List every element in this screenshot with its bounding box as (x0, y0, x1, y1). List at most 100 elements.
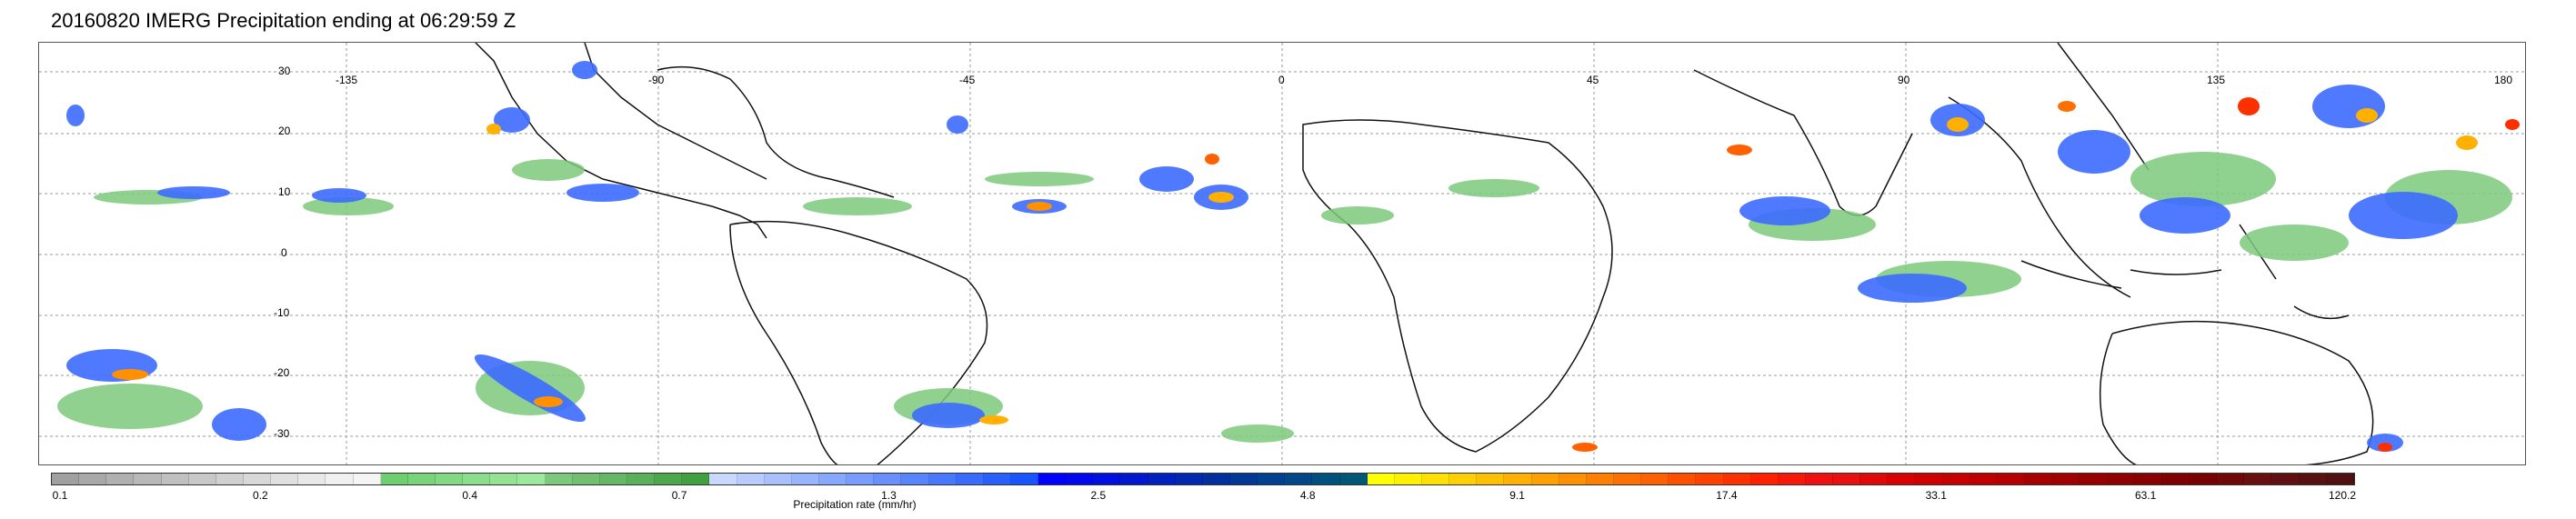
colorbar-segment (1230, 474, 1258, 484)
coastline-gulf (657, 65, 895, 198)
colorbar-segment (2134, 474, 2162, 484)
colorbar-segment (52, 474, 80, 484)
precip-light (57, 152, 2512, 443)
colorbar-segment (655, 474, 683, 484)
colorbar-segment (956, 474, 984, 484)
colorbar-segment (326, 474, 354, 484)
colorbar-tick-label: 9.1 (1509, 489, 1525, 502)
colorbar-segment (1312, 474, 1340, 484)
colorbar (51, 473, 2355, 485)
colorbar-segment (380, 474, 408, 484)
colorbar-segment (1504, 474, 1532, 484)
colorbar-segment (2271, 474, 2300, 484)
colorbar-segment (764, 474, 792, 484)
colorbar-segment (2107, 474, 2135, 484)
colorbar-segment (1120, 474, 1148, 484)
colorbar-segment (1669, 474, 1697, 484)
colorbar-tick-label: 17.4 (1716, 489, 1738, 502)
colorbar-tick-label: 4.8 (1299, 489, 1316, 502)
colorbar-segment (1833, 474, 1861, 484)
colorbar-tick-label: 0.4 (462, 489, 478, 502)
colorbar-segment (1422, 474, 1450, 484)
lat-label-30: 30 (278, 65, 291, 77)
colorbar-segment (298, 474, 326, 484)
colorbar-segment (1175, 474, 1203, 484)
colorbar-segment (1258, 474, 1286, 484)
colorbar-segment (1449, 474, 1478, 484)
colorbar-segment (2052, 474, 2080, 484)
colorbar-tick-label: 120.2 (2328, 489, 2357, 502)
colorbar-segment (1339, 474, 1368, 484)
colorbar-segment (1723, 474, 1751, 484)
colorbar-segment (928, 474, 957, 484)
lat-label-minus-30: -30 (274, 427, 290, 440)
lat-label-minus-20: -20 (274, 366, 290, 379)
colorbar-segment (572, 474, 600, 484)
colorbar-segment (1394, 474, 1423, 484)
colorbar-segment (1586, 474, 1615, 484)
colorbar-segment (2161, 474, 2190, 484)
colorbar-segment (791, 474, 819, 484)
colorbar-segment (1477, 474, 1505, 484)
colorbar-segment (134, 474, 162, 484)
lon-label-90: 90 (1898, 74, 1910, 86)
colorbar-segment (874, 474, 902, 484)
colorbar-segment (1888, 474, 1916, 484)
colorbar-segment (1202, 474, 1231, 484)
colorbar-segment (353, 474, 381, 484)
colorbar-segment (2080, 474, 2108, 484)
colorbar-title: Precipitation rate (mm/hr) (793, 498, 917, 511)
coastline-australia (2099, 320, 2374, 464)
colorbar-segment (1806, 474, 1834, 484)
lat-label-20: 20 (278, 125, 291, 137)
colorbar-segment (271, 474, 299, 484)
lon-label-135: 135 (2207, 74, 2226, 86)
lon-label-180: 180 (2494, 74, 2513, 86)
colorbar-tick-label: 0.1 (52, 489, 68, 502)
colorbar-segment (2025, 474, 2053, 484)
colorbar-segment (2217, 474, 2245, 484)
colorbar-segment (2299, 474, 2327, 484)
colorbar-segment (2326, 474, 2354, 484)
precip-medium (66, 61, 2458, 452)
colorbar-segment (1970, 474, 1998, 484)
lat-label-minus-10: -10 (274, 306, 290, 319)
colorbar-segment (216, 474, 244, 484)
colorbar-segment (1750, 474, 1779, 484)
colorbar-segment (106, 474, 135, 484)
coastline-indonesia (2020, 224, 2350, 320)
lon-label-0: 0 (1278, 74, 1285, 86)
lon-label-minus-45: -45 (959, 74, 976, 86)
colorbar-segment (901, 474, 929, 484)
colorbar-segment (1778, 474, 1806, 484)
colorbar-segment (1915, 474, 1943, 484)
colorbar-segment (737, 474, 765, 484)
colorbar-tick-label: 63.1 (2134, 489, 2157, 502)
coastline-south-america (729, 220, 988, 464)
precipitation-map[interactable]: 30 20 10 0 -10 -20 -30 -135 -90 -45 0 45… (38, 42, 2526, 465)
colorbar-segment (1038, 474, 1067, 484)
lon-label-minus-135: -135 (336, 74, 358, 86)
colorbar-segment (243, 474, 272, 484)
lon-label-45: 45 (1587, 74, 1599, 86)
coastline-africa (1302, 119, 1613, 453)
colorbar-segment (1285, 474, 1313, 484)
coastlines (475, 43, 2374, 464)
colorbar-segment (983, 474, 1011, 484)
colorbar-segment (709, 474, 737, 484)
colorbar-segment (1367, 474, 1395, 484)
colorbar-segment (626, 474, 656, 484)
colorbar-segment (545, 474, 573, 484)
colorbar-segment (682, 474, 710, 484)
colorbar-segment (1641, 474, 1669, 484)
colorbar-segment (1148, 474, 1176, 484)
colorbar-segment (847, 474, 875, 484)
colorbar-segment (1997, 474, 2026, 484)
colorbar-segment (463, 474, 491, 484)
colorbar-tick-label: 33.1 (1925, 489, 1947, 502)
lon-label-minus-90: -90 (648, 74, 665, 86)
colorbar-tick-label: 2.5 (1090, 489, 1107, 502)
precip-heavy (112, 97, 2520, 452)
colorbar-tick-labels: 0.1 0.2 0.4 0.7 1.3 2.5 4.8 9.1 17.4 33.1 63.1 120.… (51, 489, 2357, 502)
colorbar-segment (1860, 474, 1889, 484)
